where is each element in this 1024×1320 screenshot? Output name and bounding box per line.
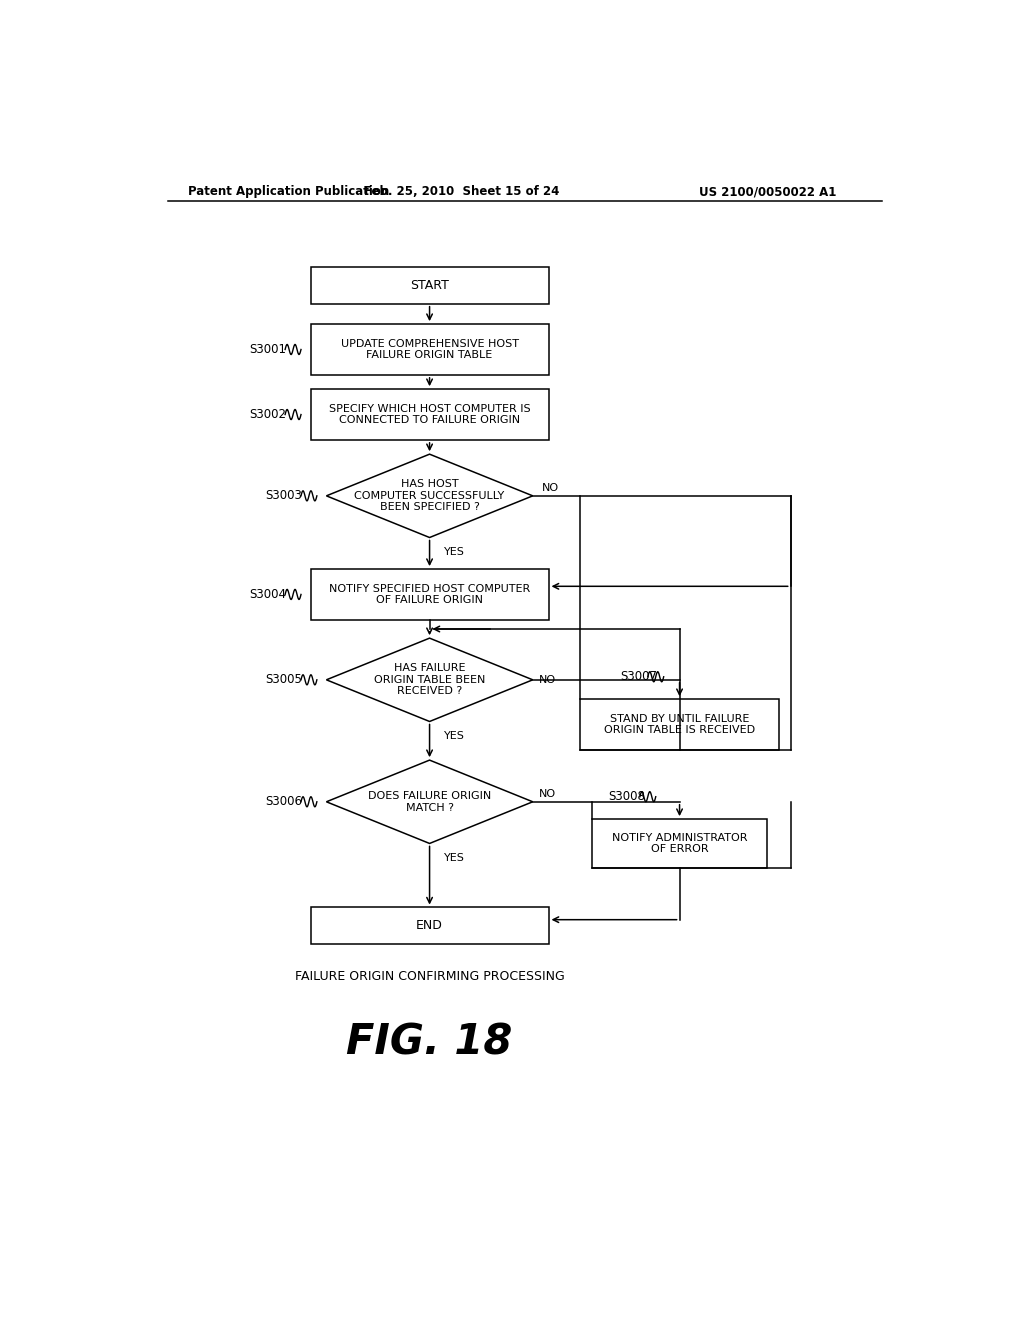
Text: END: END xyxy=(416,919,443,932)
Text: NO: NO xyxy=(539,788,556,799)
Text: YES: YES xyxy=(443,546,465,557)
FancyBboxPatch shape xyxy=(310,907,549,944)
Text: US 2100/0050022 A1: US 2100/0050022 A1 xyxy=(699,185,837,198)
Text: DOES FAILURE ORIGIN
MATCH ?: DOES FAILURE ORIGIN MATCH ? xyxy=(368,791,492,813)
Text: NOTIFY SPECIFIED HOST COMPUTER
OF FAILURE ORIGIN: NOTIFY SPECIFIED HOST COMPUTER OF FAILUR… xyxy=(329,583,530,606)
Text: S3001: S3001 xyxy=(250,343,287,356)
Text: S3003: S3003 xyxy=(265,490,303,503)
Text: HAS FAILURE
ORIGIN TABLE BEEN
RECEIVED ?: HAS FAILURE ORIGIN TABLE BEEN RECEIVED ? xyxy=(374,663,485,697)
FancyBboxPatch shape xyxy=(592,818,767,867)
Text: Patent Application Publication: Patent Application Publication xyxy=(187,185,389,198)
Text: S3007: S3007 xyxy=(620,671,657,684)
FancyBboxPatch shape xyxy=(310,325,549,375)
FancyBboxPatch shape xyxy=(581,700,778,750)
Polygon shape xyxy=(327,760,532,843)
Text: S3005: S3005 xyxy=(265,673,303,686)
Text: UPDATE COMPREHENSIVE HOST
FAILURE ORIGIN TABLE: UPDATE COMPREHENSIVE HOST FAILURE ORIGIN… xyxy=(341,339,518,360)
Text: FAILURE ORIGIN CONFIRMING PROCESSING: FAILURE ORIGIN CONFIRMING PROCESSING xyxy=(295,970,564,983)
Polygon shape xyxy=(327,638,532,722)
Text: FIG. 18: FIG. 18 xyxy=(346,1022,513,1064)
Text: HAS HOST
COMPUTER SUCCESSFULLY
BEEN SPECIFIED ?: HAS HOST COMPUTER SUCCESSFULLY BEEN SPEC… xyxy=(354,479,505,512)
Text: Feb. 25, 2010  Sheet 15 of 24: Feb. 25, 2010 Sheet 15 of 24 xyxy=(364,185,559,198)
Text: S3004: S3004 xyxy=(250,587,287,601)
Text: S3008: S3008 xyxy=(608,791,645,803)
Text: YES: YES xyxy=(443,853,465,863)
FancyBboxPatch shape xyxy=(310,267,549,304)
Text: NO: NO xyxy=(543,483,559,492)
Text: YES: YES xyxy=(443,731,465,741)
Text: NO: NO xyxy=(539,675,556,685)
Text: NOTIFY ADMINISTRATOR
OF ERROR: NOTIFY ADMINISTRATOR OF ERROR xyxy=(611,833,748,854)
FancyBboxPatch shape xyxy=(310,389,549,440)
Text: SPECIFY WHICH HOST COMPUTER IS
CONNECTED TO FAILURE ORIGIN: SPECIFY WHICH HOST COMPUTER IS CONNECTED… xyxy=(329,404,530,425)
Text: START: START xyxy=(411,279,449,292)
Text: S3002: S3002 xyxy=(250,408,287,421)
FancyBboxPatch shape xyxy=(310,569,549,620)
Text: STAND BY UNTIL FAILURE
ORIGIN TABLE IS RECEIVED: STAND BY UNTIL FAILURE ORIGIN TABLE IS R… xyxy=(604,714,755,735)
Polygon shape xyxy=(327,454,532,537)
Text: S3006: S3006 xyxy=(265,795,303,808)
